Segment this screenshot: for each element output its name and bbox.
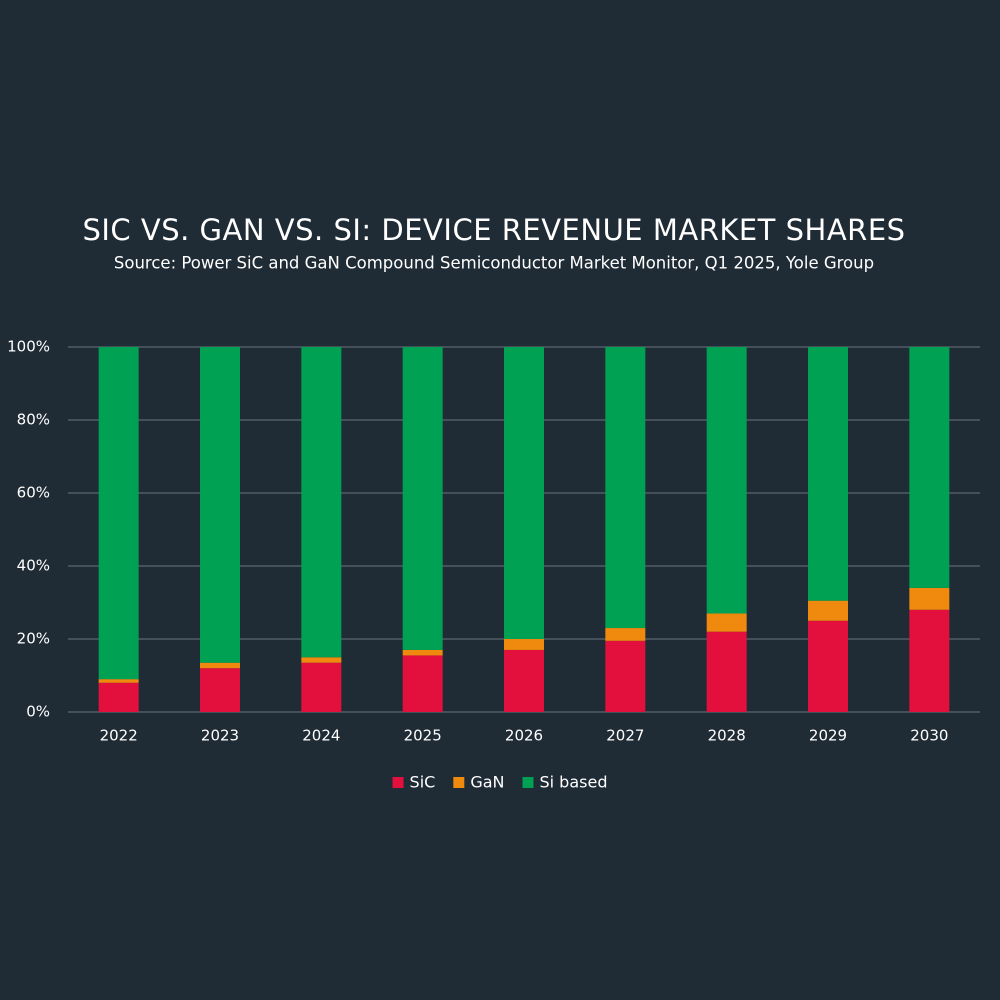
y-tick-label: 20% [17, 630, 50, 648]
x-tick-label: 2022 [100, 727, 138, 745]
bar-segment [98, 682, 139, 712]
bar-segment [706, 613, 747, 632]
bar-segment [200, 662, 240, 669]
bar-segment [301, 347, 342, 658]
bar-segment [402, 347, 443, 650]
y-tick-label: 40% [17, 557, 50, 575]
bar-segment [706, 631, 747, 712]
bar-segment [605, 628, 646, 641]
x-tick-label: 2026 [505, 727, 543, 745]
legend-label: GaN [470, 773, 504, 792]
bar-segment [200, 668, 240, 712]
bar-segment [98, 347, 139, 680]
legend-swatch [453, 777, 465, 788]
bar-segment [909, 347, 950, 588]
bar-segment [605, 347, 646, 629]
bar-segment [301, 662, 342, 712]
y-tick-label: 60% [17, 484, 50, 502]
legend-swatch [392, 777, 404, 788]
bar-segment [808, 600, 848, 621]
chart-subtitle: Source: Power SiC and GaN Compound Semic… [114, 254, 874, 273]
chart-title: SIC VS. GAN VS. SI: DEVICE REVENUE MARKE… [82, 213, 905, 247]
bar-segment [504, 639, 544, 650]
legend-label: Si based [539, 773, 607, 792]
bar-segment [605, 640, 646, 712]
bar-segment [808, 620, 848, 712]
bar-segment [808, 347, 848, 601]
x-tick-label: 2024 [302, 727, 340, 745]
bar-segment [402, 655, 443, 712]
bar-segment [402, 649, 443, 656]
x-tick-label: 2025 [404, 727, 442, 745]
x-tick-label: 2030 [910, 727, 948, 745]
y-tick-label: 0% [26, 703, 50, 721]
bar-segment [909, 609, 950, 712]
x-tick-label: 2028 [708, 727, 746, 745]
legend-label: SiC [410, 773, 436, 792]
bar-segment [909, 587, 950, 610]
bar-segment [200, 347, 240, 663]
bar-segment [301, 657, 342, 663]
x-tick-label: 2029 [809, 727, 847, 745]
x-tick-label: 2027 [606, 727, 644, 745]
bar-segment [98, 679, 139, 683]
bar-segment [706, 347, 747, 614]
x-tick-label: 2023 [201, 727, 239, 745]
bar-segment [504, 649, 544, 712]
bar-segment [504, 347, 544, 639]
legend-swatch [522, 777, 534, 788]
y-tick-label: 100% [7, 338, 50, 356]
y-tick-label: 80% [17, 411, 50, 429]
